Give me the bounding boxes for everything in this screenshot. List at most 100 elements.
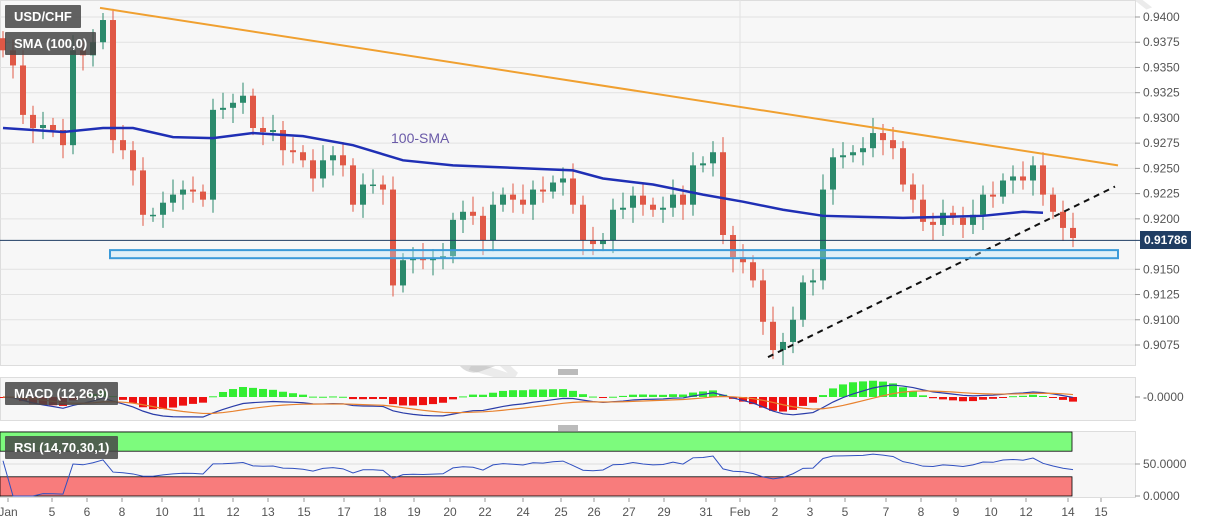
- macd-histogram-bar: [819, 395, 827, 397]
- candle-body: [320, 160, 326, 179]
- macd-histogram-bar: [1069, 397, 1077, 402]
- x-tick-label: 5: [842, 505, 849, 519]
- candle-body: [930, 221, 936, 225]
- y-tick-label: 0.9325: [1143, 86, 1180, 100]
- candle-body: [270, 130, 276, 133]
- x-tick-label: 2: [772, 505, 779, 519]
- macd-label[interactable]: MACD (12,26,9): [5, 382, 118, 405]
- macd-histogram-bar: [719, 394, 727, 397]
- candle-body: [990, 194, 996, 197]
- candle-body: [720, 152, 726, 235]
- candle-body: [230, 102, 236, 108]
- candle-body: [400, 260, 406, 286]
- candle-body: [430, 258, 436, 261]
- macd-histogram-bar: [389, 397, 397, 405]
- macd-histogram-bar: [489, 392, 497, 397]
- x-tick-label: 17: [337, 505, 351, 519]
- candle-body: [410, 258, 416, 261]
- candle-body: [280, 130, 286, 151]
- macd-histogram-bar: [299, 394, 307, 397]
- x-tick-label: 13: [261, 505, 275, 519]
- y-tick-label: 0.9225: [1143, 187, 1180, 201]
- macd-histogram-bar: [859, 381, 867, 397]
- candle-body: [560, 178, 566, 183]
- candle-body: [50, 124, 56, 131]
- candle-body: [190, 189, 196, 192]
- x-tick-label: 11: [193, 505, 206, 519]
- x-tick-label: 12: [226, 505, 240, 519]
- candle-body: [540, 189, 546, 192]
- candle-body: [850, 152, 856, 156]
- macd-histogram-bar: [1039, 395, 1047, 397]
- macd-histogram-bar: [739, 397, 747, 402]
- y-tick-label: 0.9300: [1143, 111, 1180, 125]
- candle-body: [140, 170, 146, 215]
- macd-histogram-bar: [119, 397, 127, 400]
- candle-body: [170, 194, 176, 203]
- y-tick-label: 0.9100: [1143, 313, 1180, 327]
- candle-body: [570, 178, 576, 205]
- candle-body: [520, 199, 526, 205]
- candle-body: [1030, 165, 1036, 181]
- candle-body: [250, 95, 256, 129]
- macd-histogram-bar: [989, 397, 997, 399]
- resistance-trendline: [99, 6, 1119, 167]
- macd-histogram-bar: [849, 382, 857, 397]
- macd-histogram-bar: [189, 397, 197, 404]
- candle-body: [260, 128, 266, 133]
- x-tick-label: 15: [297, 505, 311, 519]
- macd-histogram-bar: [199, 397, 207, 403]
- candle-body: [310, 160, 316, 179]
- y-tick-label: 0.9075: [1143, 338, 1180, 352]
- candle-body: [380, 184, 386, 190]
- candle-body: [950, 212, 956, 218]
- candle-body: [0, 38, 6, 51]
- macd-histogram-bar: [149, 397, 157, 410]
- macd-histogram-bar: [459, 396, 467, 398]
- macd-histogram-bar: [269, 389, 277, 397]
- macd-histogram-bar: [439, 397, 447, 403]
- macd-histogram-bar: [139, 397, 147, 408]
- candle-body: [1060, 211, 1066, 228]
- macd-histogram-bar: [539, 389, 547, 397]
- candle-body: [130, 150, 136, 171]
- macd-histogram-bar: [749, 397, 757, 405]
- x-tick-label: 20: [443, 505, 457, 519]
- macd-histogram-bar: [179, 397, 187, 406]
- candle-body: [940, 212, 946, 225]
- macd-histogram-bar: [709, 390, 717, 397]
- macd-histogram-bar: [409, 397, 417, 406]
- candle-body: [240, 95, 246, 103]
- macd-histogram-bar: [969, 397, 977, 402]
- candle-body: [20, 65, 26, 115]
- candle-body: [1020, 176, 1026, 181]
- x-tick-label: 12: [1019, 505, 1033, 519]
- macd-histogram-bar: [1029, 394, 1037, 397]
- candle-body: [650, 204, 656, 210]
- current-price-tag: 0.91786: [1140, 231, 1192, 249]
- sma-indicator-label[interactable]: SMA (100,0): [5, 32, 97, 55]
- candle-body: [870, 133, 876, 149]
- candle-body: [470, 211, 476, 216]
- macd-histogram-bar: [449, 397, 457, 400]
- candle-body: [440, 256, 446, 259]
- macd-histogram-bar: [629, 394, 637, 397]
- macd-histogram-bar: [419, 397, 427, 406]
- candle-body: [100, 20, 106, 43]
- candle-body: [1050, 194, 1056, 212]
- candle-body: [420, 258, 426, 261]
- x-tick-label: 18: [373, 505, 387, 519]
- candle-body: [530, 189, 536, 205]
- x-tick-label: 24: [516, 505, 530, 519]
- candle-body: [510, 194, 516, 200]
- macd-histogram-bar: [519, 390, 527, 397]
- macd-histogram-bar: [209, 396, 217, 398]
- macd-histogram-bar: [659, 394, 667, 397]
- rsi-label[interactable]: RSI (14,70,30,1): [5, 436, 119, 459]
- candle-body: [210, 109, 216, 200]
- candle-body: [370, 184, 376, 187]
- candle-body: [860, 148, 866, 153]
- candle-body: [970, 214, 976, 225]
- x-tick-label: 31: [699, 505, 713, 519]
